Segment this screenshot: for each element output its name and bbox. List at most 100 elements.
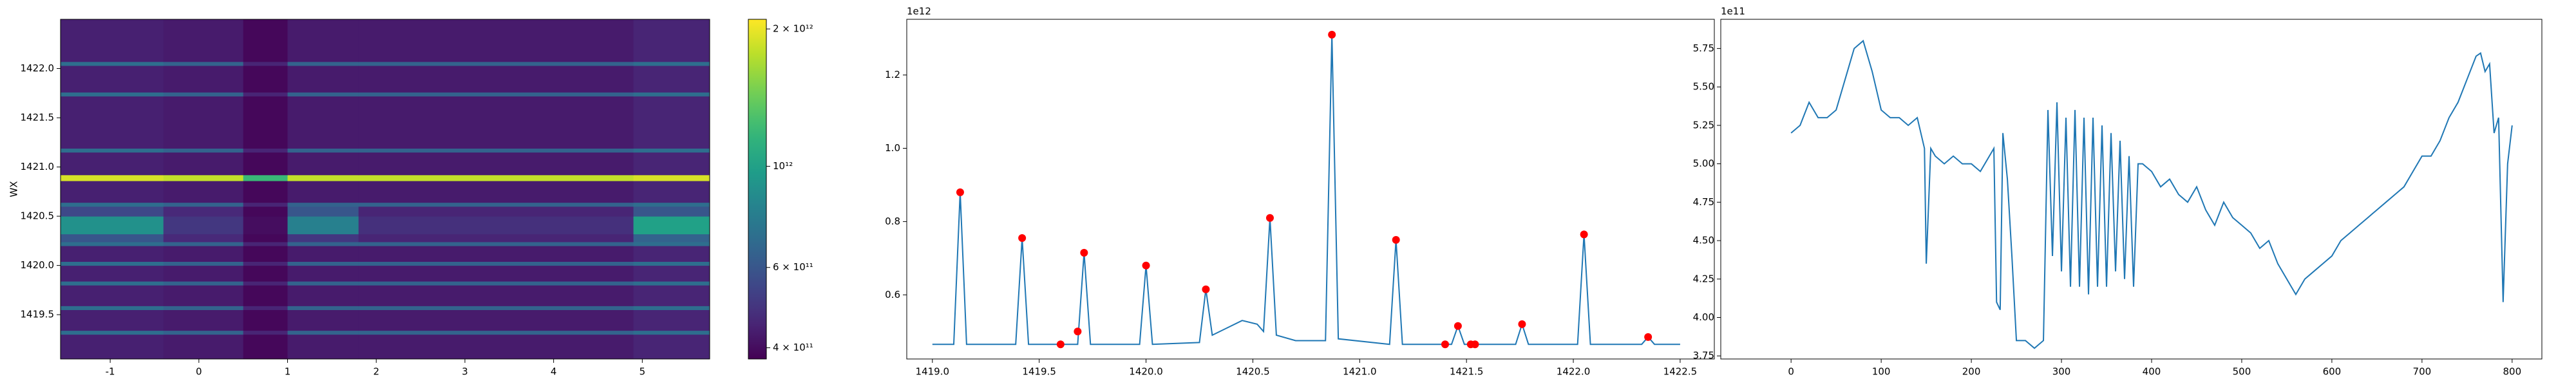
heatmap-cell — [61, 261, 164, 266]
heatmap-cell — [358, 202, 634, 207]
heatmap-cell — [243, 309, 289, 331]
y-tick-label: 1.2 — [885, 69, 900, 80]
heatmap-cell — [61, 309, 164, 331]
heatmap-cell — [163, 148, 244, 153]
heatmap-cell — [243, 92, 289, 96]
heatmap-cell — [287, 330, 359, 335]
x-tick-label: 1419.0 — [916, 366, 950, 378]
peak-marker — [1644, 333, 1653, 341]
heatmap-cell — [163, 96, 244, 149]
heatmap-cell — [358, 330, 634, 335]
peak-marker — [1441, 340, 1449, 349]
heatmap-cell — [243, 261, 289, 266]
x-tick-label: 1422.0 — [1557, 366, 1591, 378]
x-tick-label: 500 — [2233, 366, 2251, 378]
heatmap-cell — [633, 92, 710, 96]
heatmap-cell — [287, 281, 359, 286]
heatmap-cell — [243, 216, 289, 235]
heatmap-cell — [287, 61, 359, 66]
heatmap-cell — [287, 19, 359, 62]
heatmap-cell — [163, 65, 244, 93]
heatmap-cell — [243, 241, 289, 246]
heatmap-cell — [633, 330, 710, 335]
heatmap-cell — [61, 206, 164, 217]
heatmap-cell — [633, 202, 710, 207]
heatmap-cell — [243, 265, 289, 282]
heatmap-cell — [61, 61, 164, 66]
peak-marker — [1328, 30, 1336, 39]
offset-label: 1e12 — [907, 6, 931, 17]
y-tick-label: 5.25 — [1693, 119, 1714, 131]
heatmap-cell — [633, 234, 710, 243]
heatmap-cell — [358, 206, 634, 217]
heatmap-cell — [633, 152, 710, 176]
heatmap-cell — [358, 19, 634, 62]
y-tick-label: 4.25 — [1693, 273, 1714, 284]
heatmap-cell — [633, 306, 710, 310]
heatmap-cell — [163, 61, 244, 66]
peak-marker — [1580, 230, 1588, 239]
heatmap-cell — [287, 241, 359, 246]
heatmap-cell — [633, 148, 710, 153]
heatmap-cell — [287, 174, 359, 181]
x-tick-label: 400 — [2143, 366, 2161, 378]
colorbar-tick-label: 10¹² — [773, 160, 793, 172]
axes-frame — [60, 19, 710, 360]
heatmap-cell — [633, 265, 710, 282]
heatmap-cell — [163, 246, 244, 262]
heatmap-cell — [633, 206, 710, 217]
x-tick-label: 1422.5 — [1663, 366, 1698, 378]
heatmap-cell — [163, 285, 244, 306]
heatmap-cell — [163, 330, 244, 335]
heatmap-cell — [358, 334, 634, 360]
heatmap-cell — [287, 306, 359, 310]
heatmap-cell — [163, 265, 244, 282]
heatmap-cell — [163, 241, 244, 246]
heatmap-cell — [243, 202, 289, 207]
heatmap-cell — [163, 306, 244, 310]
heatmap-cell — [61, 281, 164, 286]
peak-marker — [1056, 340, 1065, 349]
axes-frame — [906, 19, 1715, 360]
heatmap-cell — [287, 285, 359, 306]
heatmap-cell — [287, 216, 359, 235]
heatmap-cell — [358, 285, 634, 306]
heatmap-cell — [61, 152, 164, 176]
x-tick-label: 5 — [639, 366, 646, 378]
heatmap-cell — [243, 234, 289, 243]
heatmap-cell — [287, 261, 359, 266]
heatmap-cell — [61, 241, 164, 246]
heatmap-cell — [61, 180, 164, 203]
y-tick-label: 1421.0 — [21, 161, 55, 172]
y-tick-label: 1421.5 — [21, 112, 55, 124]
y-tick-label: 1420.0 — [21, 259, 55, 271]
x-tick-label: 4 — [551, 366, 557, 378]
heatmap-cell — [287, 265, 359, 282]
heatmap-cell — [61, 148, 164, 153]
heatmap-cell — [61, 265, 164, 282]
x-tick-label: 800 — [2503, 366, 2521, 378]
heatmap-cell — [163, 174, 244, 181]
heatmap-cell — [358, 306, 634, 310]
x-tick-label: 1421.0 — [1343, 366, 1377, 378]
heatmap-cell — [358, 246, 634, 262]
heatmap-cell — [633, 261, 710, 266]
heatmap-cell — [287, 152, 359, 176]
heatmap-cell — [163, 281, 244, 286]
heatmap-cell — [163, 234, 244, 243]
x-tick-label: 1 — [285, 366, 291, 378]
heatmap-cell — [61, 92, 164, 96]
heatmap-cell — [633, 96, 710, 149]
axes-frame — [1720, 19, 2543, 360]
heatmap-cell — [243, 246, 289, 262]
heatmap-cell — [633, 246, 710, 262]
heatmap-cell — [243, 148, 289, 153]
y-tick-label: 1419.5 — [21, 309, 55, 320]
y-tick-label: 4.50 — [1693, 235, 1714, 246]
heatmap-cell — [633, 61, 710, 66]
heatmap-cell — [358, 61, 634, 66]
heatmap-cell — [633, 174, 710, 181]
heatmap-cell — [163, 216, 244, 235]
heatmap-cell — [358, 96, 634, 149]
